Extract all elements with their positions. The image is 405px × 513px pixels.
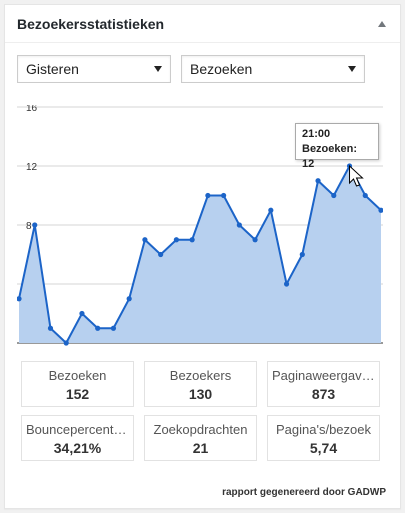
data-point [299,251,305,258]
data-point [32,222,38,228]
stat-tile-bounce-rate: Bouncepercentage 34,21% [21,415,134,461]
stat-value: 873 [311,386,336,402]
data-point [283,281,290,287]
data-point [63,340,69,346]
data-point [221,192,227,199]
data-point [189,237,195,243]
chevron-down-icon [154,66,162,72]
data-point [362,192,368,199]
tooltip-value: Bezoeken: 12 [302,143,358,170]
stat-label: Paginaweergaven [272,368,377,383]
analytics-widget: Bezoekersstatistieken Gisteren Bezoeken … [4,4,401,509]
stat-value: 130 [188,386,213,402]
stat-tile-visits: Bezoeken 152 [21,361,134,407]
chevron-down-icon [348,66,356,72]
data-point [173,237,179,243]
area-fill [19,166,381,343]
y-tick-label: 16 [26,105,38,114]
data-point [205,192,211,199]
data-point [126,296,132,302]
metric-select[interactable]: Bezoeken [181,55,365,83]
data-point [110,325,117,331]
data-point [158,251,164,258]
data-point [252,237,258,243]
stat-label: Bezoekers [169,368,232,383]
visits-area-chart[interactable]: 481216 [17,105,383,355]
y-tick-label: 12 [26,162,38,173]
stat-label: Bezoeken [48,368,107,383]
chart-tooltip: 21:00 Bezoeken: 12 [295,123,379,170]
stat-tile-pageviews: Paginaweergaven 873 [267,361,380,407]
data-point [17,296,22,302]
data-point [268,207,274,213]
stat-tile-visitors: Bezoekers 130 [144,361,257,407]
widget-header: Bezoekersstatistieken [5,5,400,43]
data-point [47,325,54,331]
y-tick-label: 8 [26,221,32,232]
data-point [331,192,337,199]
stat-value: 21 [192,440,209,456]
tooltip-time: 21:00 [302,128,331,140]
stat-tile-searches: Zoekopdrachten 21 [144,415,257,461]
data-point [95,325,101,331]
stat-label: Pagina's/bezoek [276,422,371,437]
data-point [315,178,321,184]
stat-value: 152 [65,386,90,402]
collapse-icon[interactable] [378,20,386,27]
period-select-value: Gisteren [26,61,79,77]
metric-select-value: Bezoeken [190,61,253,77]
series-line [18,163,382,345]
report-credit: rapport gegenereerd door GADWP [222,487,386,498]
data-point [236,222,242,228]
stat-label: Bouncepercentage [26,422,133,437]
data-point [79,310,85,317]
filter-controls: Gisteren Bezoeken [17,55,365,83]
data-point [142,237,148,243]
period-select[interactable]: Gisteren [17,55,171,83]
mouse-cursor-icon [349,164,364,187]
stat-value: 34,21% [53,440,102,456]
widget-title: Bezoekersstatistieken [17,15,165,32]
stat-label: Zoekopdrachten [153,422,248,437]
data-point [378,207,383,213]
stat-value: 5,74 [309,440,338,456]
stat-tile-pages-per-visit: Pagina's/bezoek 5,74 [267,415,380,461]
